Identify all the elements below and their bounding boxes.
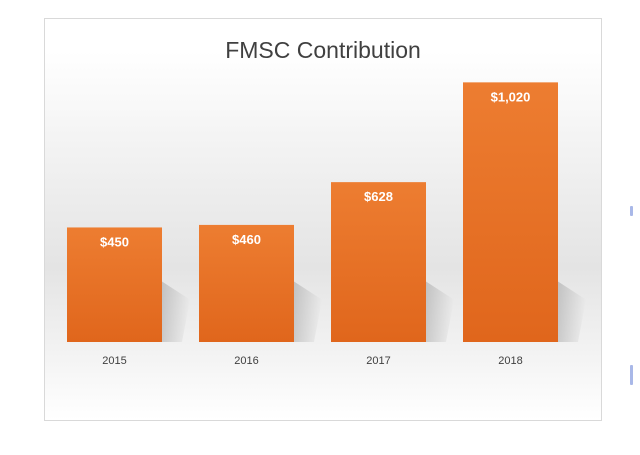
chart-area: FMSC Contribution $450 2015 $460 2016 $628 20… — [44, 18, 602, 421]
bar-shadow-2017 — [426, 281, 454, 342]
chart-title: FMSC Contribution — [225, 37, 421, 63]
edge-mark-top — [630, 206, 633, 216]
bar-2015 — [67, 227, 162, 342]
x-tick-label-2018: 2018 — [498, 355, 522, 367]
x-tick-label-2016: 2016 — [234, 355, 258, 367]
edge-mark-bottom — [630, 365, 633, 385]
bar-2017 — [331, 182, 426, 342]
x-tick-label-2017: 2017 — [366, 355, 390, 367]
x-tick-label-2015: 2015 — [102, 355, 126, 367]
data-label-2017: $628 — [364, 189, 393, 204]
bar-shadow-2016 — [294, 281, 322, 342]
bar-shadow-2015 — [162, 281, 190, 342]
bar-2018 — [463, 82, 558, 342]
data-label-2015: $450 — [100, 234, 129, 249]
bar-shadow-2018 — [558, 281, 586, 342]
data-label-2016: $460 — [232, 232, 261, 247]
bar-2016 — [199, 224, 294, 342]
plot-area: $450 2015 $460 2016 $628 2017 $1,020 2018 — [67, 82, 586, 367]
data-label-2018: $1,020 — [491, 89, 531, 104]
